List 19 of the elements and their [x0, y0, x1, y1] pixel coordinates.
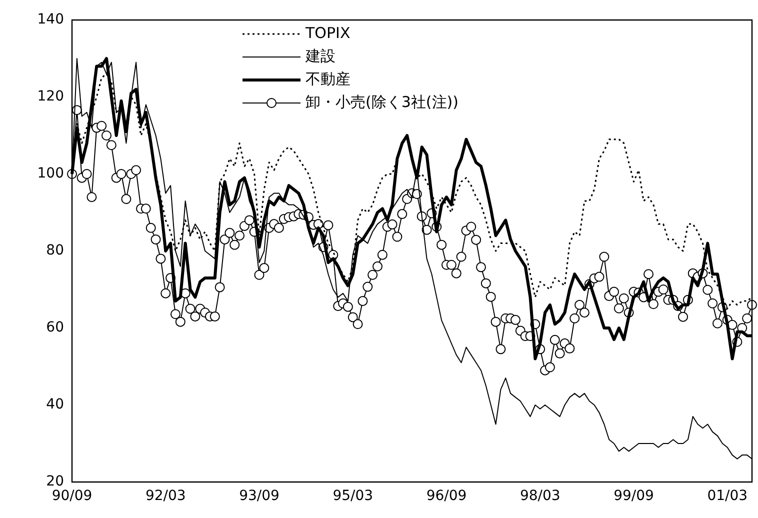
- x-tick-label: 99/09: [614, 488, 654, 504]
- legend-label: 不動産: [306, 70, 351, 88]
- x-tick-label: 96/09: [426, 488, 467, 504]
- y-tick-label: 20: [46, 474, 64, 490]
- x-tick-label: 95/03: [332, 488, 374, 504]
- y-tick-label: 80: [46, 242, 64, 259]
- y-tick-label: 140: [37, 12, 64, 28]
- y-tick-label: 120: [37, 88, 64, 105]
- y-tick-label: 100: [37, 166, 64, 182]
- x-tick-label: 90/09: [52, 488, 92, 504]
- x-tick-label: 92/03: [145, 488, 186, 504]
- x-tick-label: 01/03: [707, 488, 748, 504]
- legend-label: 建設: [304, 46, 336, 65]
- y-tick-label: 60: [46, 320, 64, 336]
- legend-label: TOPIX: [304, 24, 350, 42]
- legend-label: 卸・小売(除く3社(注)): [306, 92, 458, 111]
- x-tick-label: 98/03: [520, 488, 560, 504]
- x-tick-label: 93/09: [239, 488, 280, 504]
- y-tick-label: 40: [46, 396, 64, 413]
